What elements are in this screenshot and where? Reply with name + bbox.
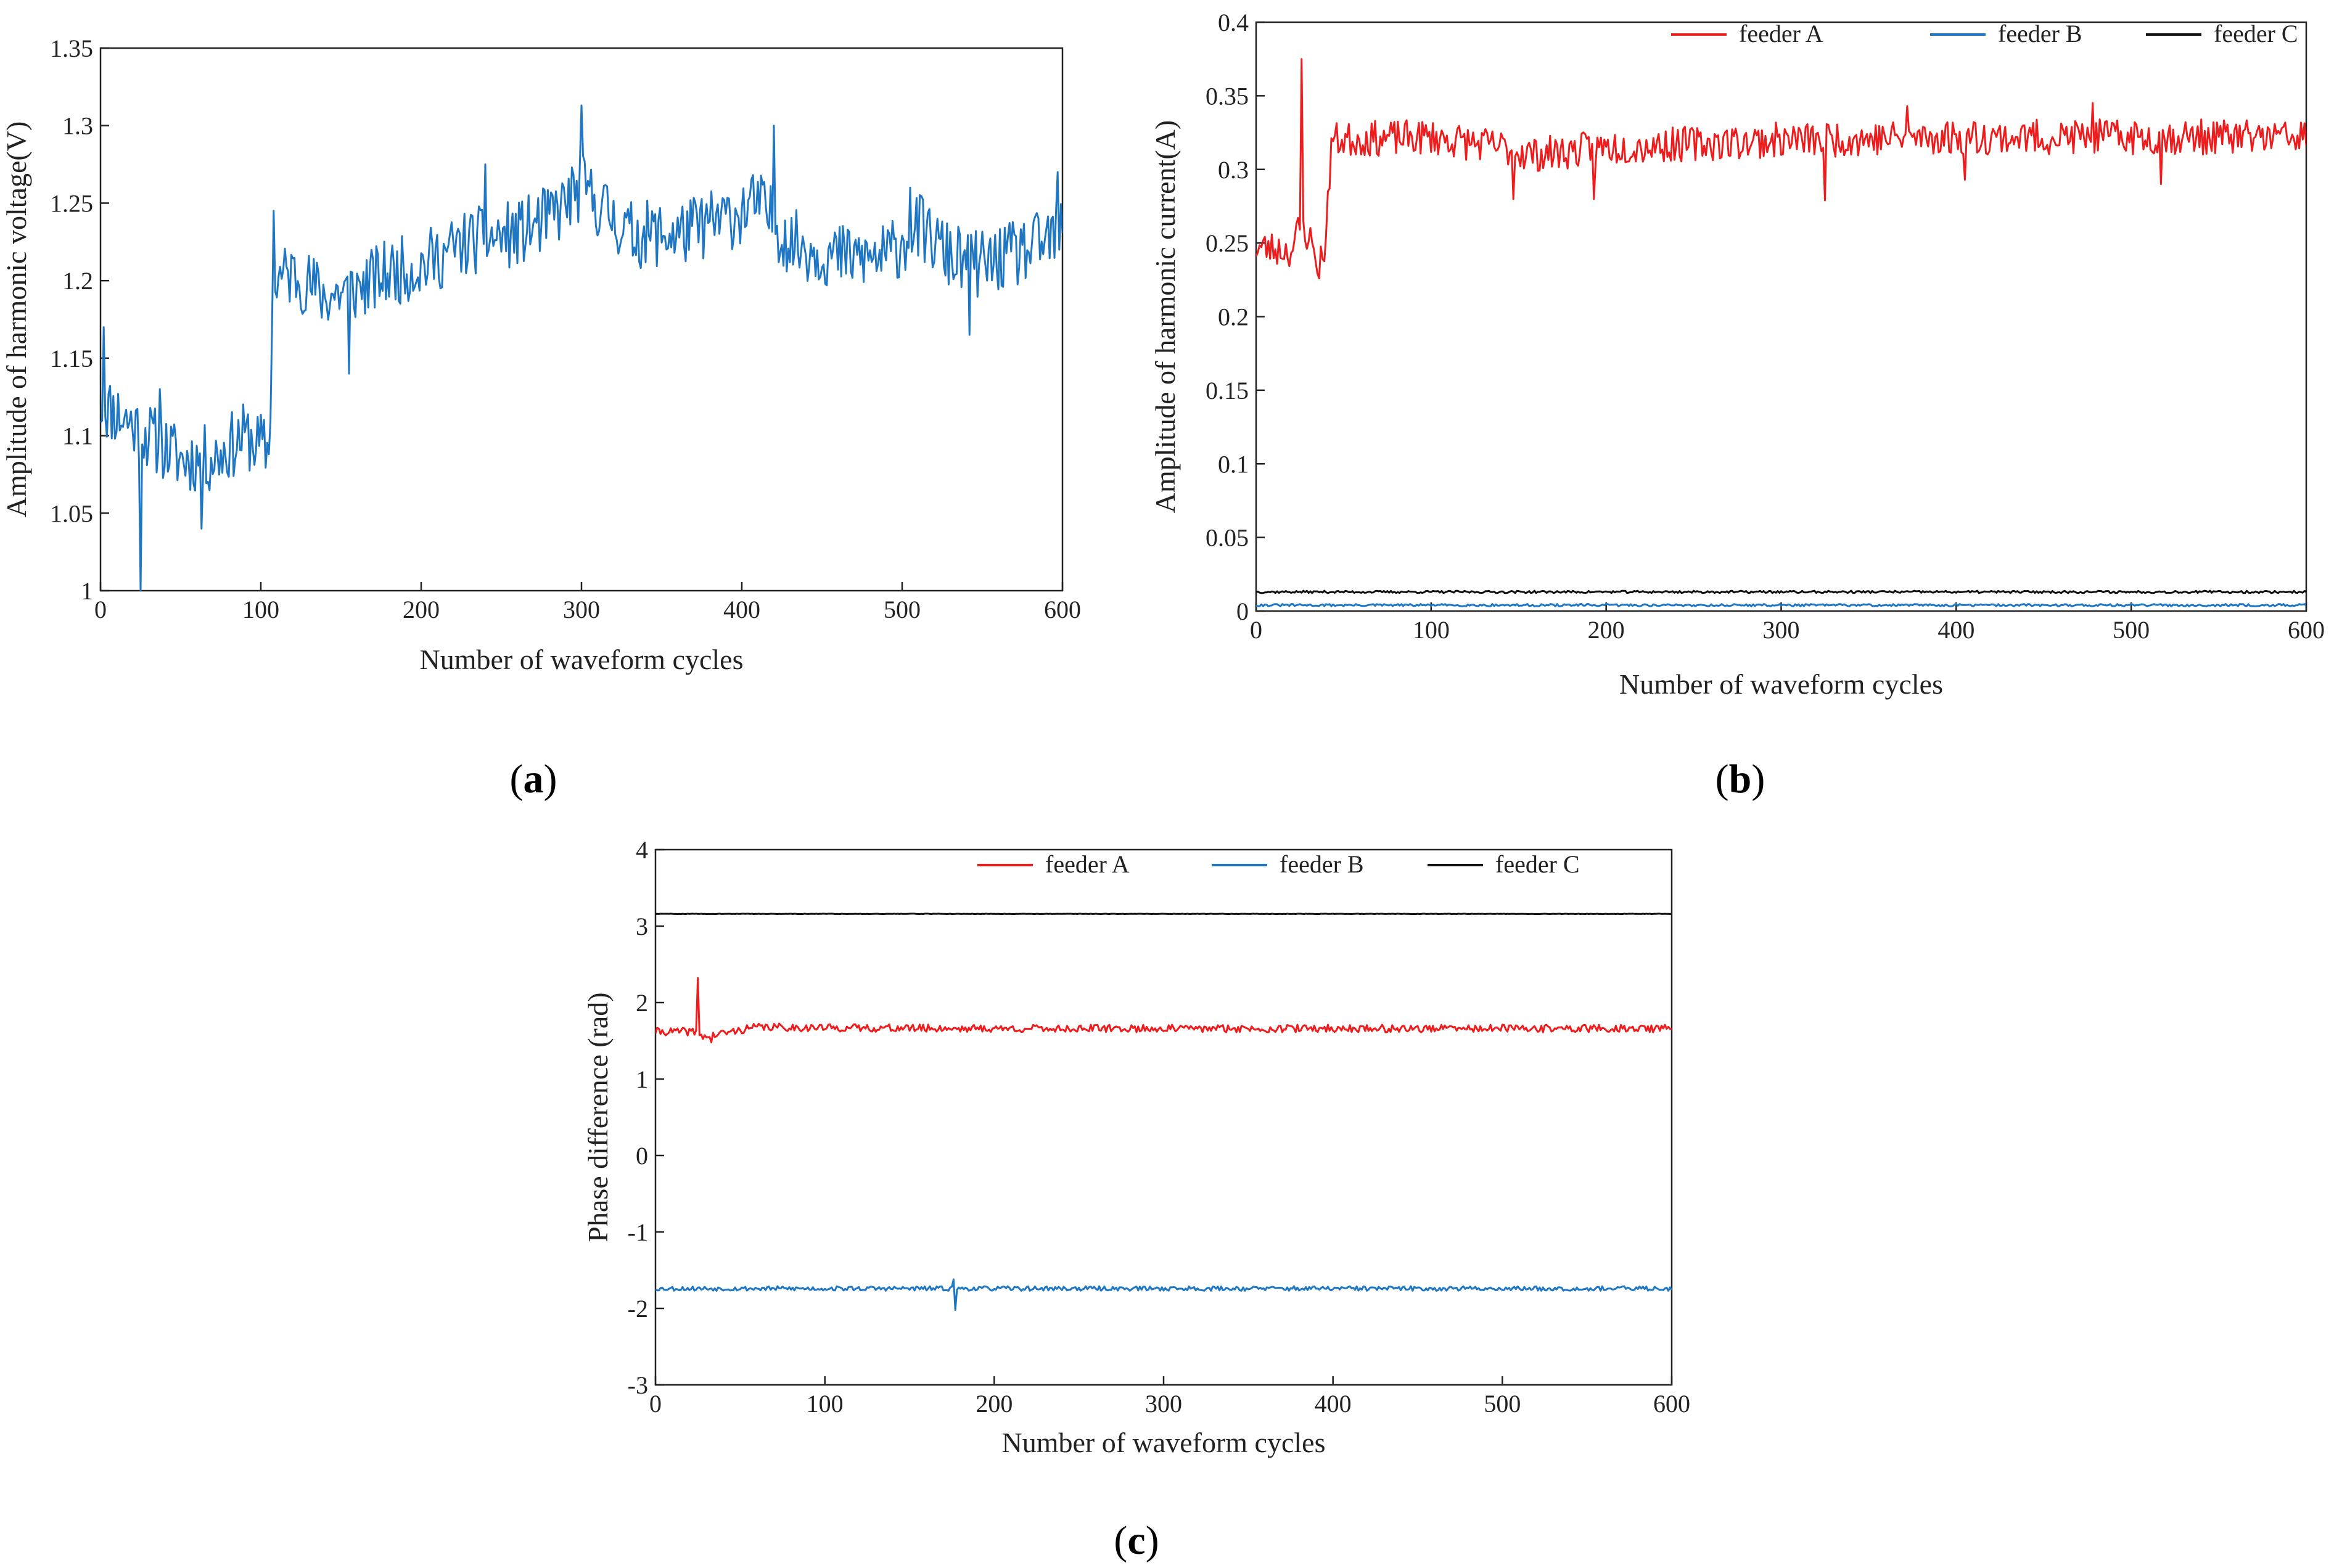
y-tick-label: 4 (636, 836, 648, 864)
x-tick-label: 200 (976, 1390, 1013, 1418)
y-tick-label: 1.1 (62, 422, 93, 450)
y-tick-label: -1 (628, 1218, 648, 1246)
y-tick-label: 1.25 (50, 189, 93, 217)
y-tick-label: 0 (1236, 597, 1249, 625)
y-tick-label: 0.1 (1218, 450, 1249, 478)
legend-label: feeder B (1280, 850, 1364, 878)
y-tick-label: 1.3 (62, 112, 93, 140)
y-axis-label: Amplitude of harmonic current(A) (1149, 120, 1181, 513)
y-axis-label: Amplitude of harmonic voltage(V) (1, 121, 32, 518)
y-tick-label: 1.35 (50, 35, 93, 62)
chart-c: 0 100 200 300 400 500 600 -3 -2 -1 0 1 2 3 4 Number of … (582, 836, 1690, 1563)
plot-frame (1255, 21, 2307, 612)
x-tick-label: 600 (2288, 616, 2325, 644)
y-tick-label: 0.4 (1218, 9, 1249, 36)
x-tick-label: 100 (242, 596, 279, 623)
y-tick-label: 1 (81, 577, 93, 605)
y-tick-label: 3 (636, 913, 648, 940)
legend-label: feeder B (1998, 20, 2082, 47)
x-tick-label: 600 (1044, 596, 1081, 623)
x-tick-label: 200 (1588, 616, 1625, 644)
x-tick-label: 500 (2113, 616, 2150, 644)
x-tick-label: 0 (94, 596, 107, 623)
x-tick-label: 300 (1763, 616, 1800, 644)
y-axis-label: Phase difference (rad) (582, 992, 614, 1242)
legend-label: feeder A (1739, 20, 1823, 47)
y-tick-label: 1.15 (50, 345, 93, 372)
x-axis-label: Number of waveform cycles (1619, 668, 1943, 700)
y-tick-label: 0.35 (1206, 82, 1249, 110)
legend-label: feeder C (1495, 850, 1580, 878)
series-line-feeder-b (655, 1278, 1672, 1311)
x-tick-label: 200 (403, 596, 440, 623)
series-line-feeder-b (1256, 603, 2306, 607)
x-tick-label: 100 (807, 1390, 844, 1418)
x-tick-label: 500 (1484, 1390, 1521, 1418)
y-tick-label: -3 (628, 1371, 648, 1399)
x-tick-label: 500 (884, 596, 921, 623)
x-axis-label: Number of waveform cycles (1002, 1427, 1326, 1458)
x-tick-label: 100 (1413, 616, 1450, 644)
x-tick-label: 400 (723, 596, 760, 623)
y-tick-label: 0.15 (1206, 377, 1249, 404)
series-line-harmonic-voltage (101, 104, 1062, 591)
y-tick-label: 0.25 (1206, 229, 1249, 257)
y-tick-label: 2 (636, 989, 648, 1017)
y-tick-label: 1.05 (50, 499, 93, 527)
legend-label: feeder A (1045, 850, 1130, 878)
panel-label: (b) (1715, 757, 1765, 802)
legend-label: feeder C (2214, 20, 2298, 47)
y-tick-label: 1.2 (62, 267, 93, 295)
y-tick-label: -2 (628, 1295, 648, 1323)
x-tick-label: 300 (1145, 1390, 1182, 1418)
x-axis-label: Number of waveform cycles (420, 644, 744, 675)
x-tick-label: 600 (1653, 1390, 1690, 1418)
x-tick-label: 400 (1315, 1390, 1352, 1418)
series-line-feeder-a (655, 977, 1672, 1043)
chart-b: 0 100 200 300 400 500 600 0 0.05 0.1 0.15 0.2 0.25 0.… (1149, 9, 2325, 802)
series-line-feeder-c (1256, 589, 2306, 594)
x-tick-label: 400 (1937, 616, 1974, 644)
y-tick-label: 0.3 (1218, 156, 1249, 184)
y-tick-label: 0.2 (1218, 303, 1249, 331)
x-tick-label: 300 (563, 596, 600, 623)
x-tick-label: 0 (649, 1390, 662, 1418)
x-tick-label: 0 (1250, 616, 1262, 644)
y-tick-label: 0 (636, 1142, 648, 1170)
y-tick-label: 1 (636, 1065, 648, 1093)
y-tick-label: 0.05 (1206, 524, 1249, 552)
plot-frame (654, 848, 1673, 1386)
panel-label: (a) (510, 757, 557, 802)
chart-a: 0 100 200 300 400 500 600 1 1.05 1.1 1.15 1.2 1.25 1.… (1, 35, 1081, 802)
panel-label: (c) (1114, 1518, 1159, 1563)
series-line-feeder-a (1256, 58, 2306, 279)
